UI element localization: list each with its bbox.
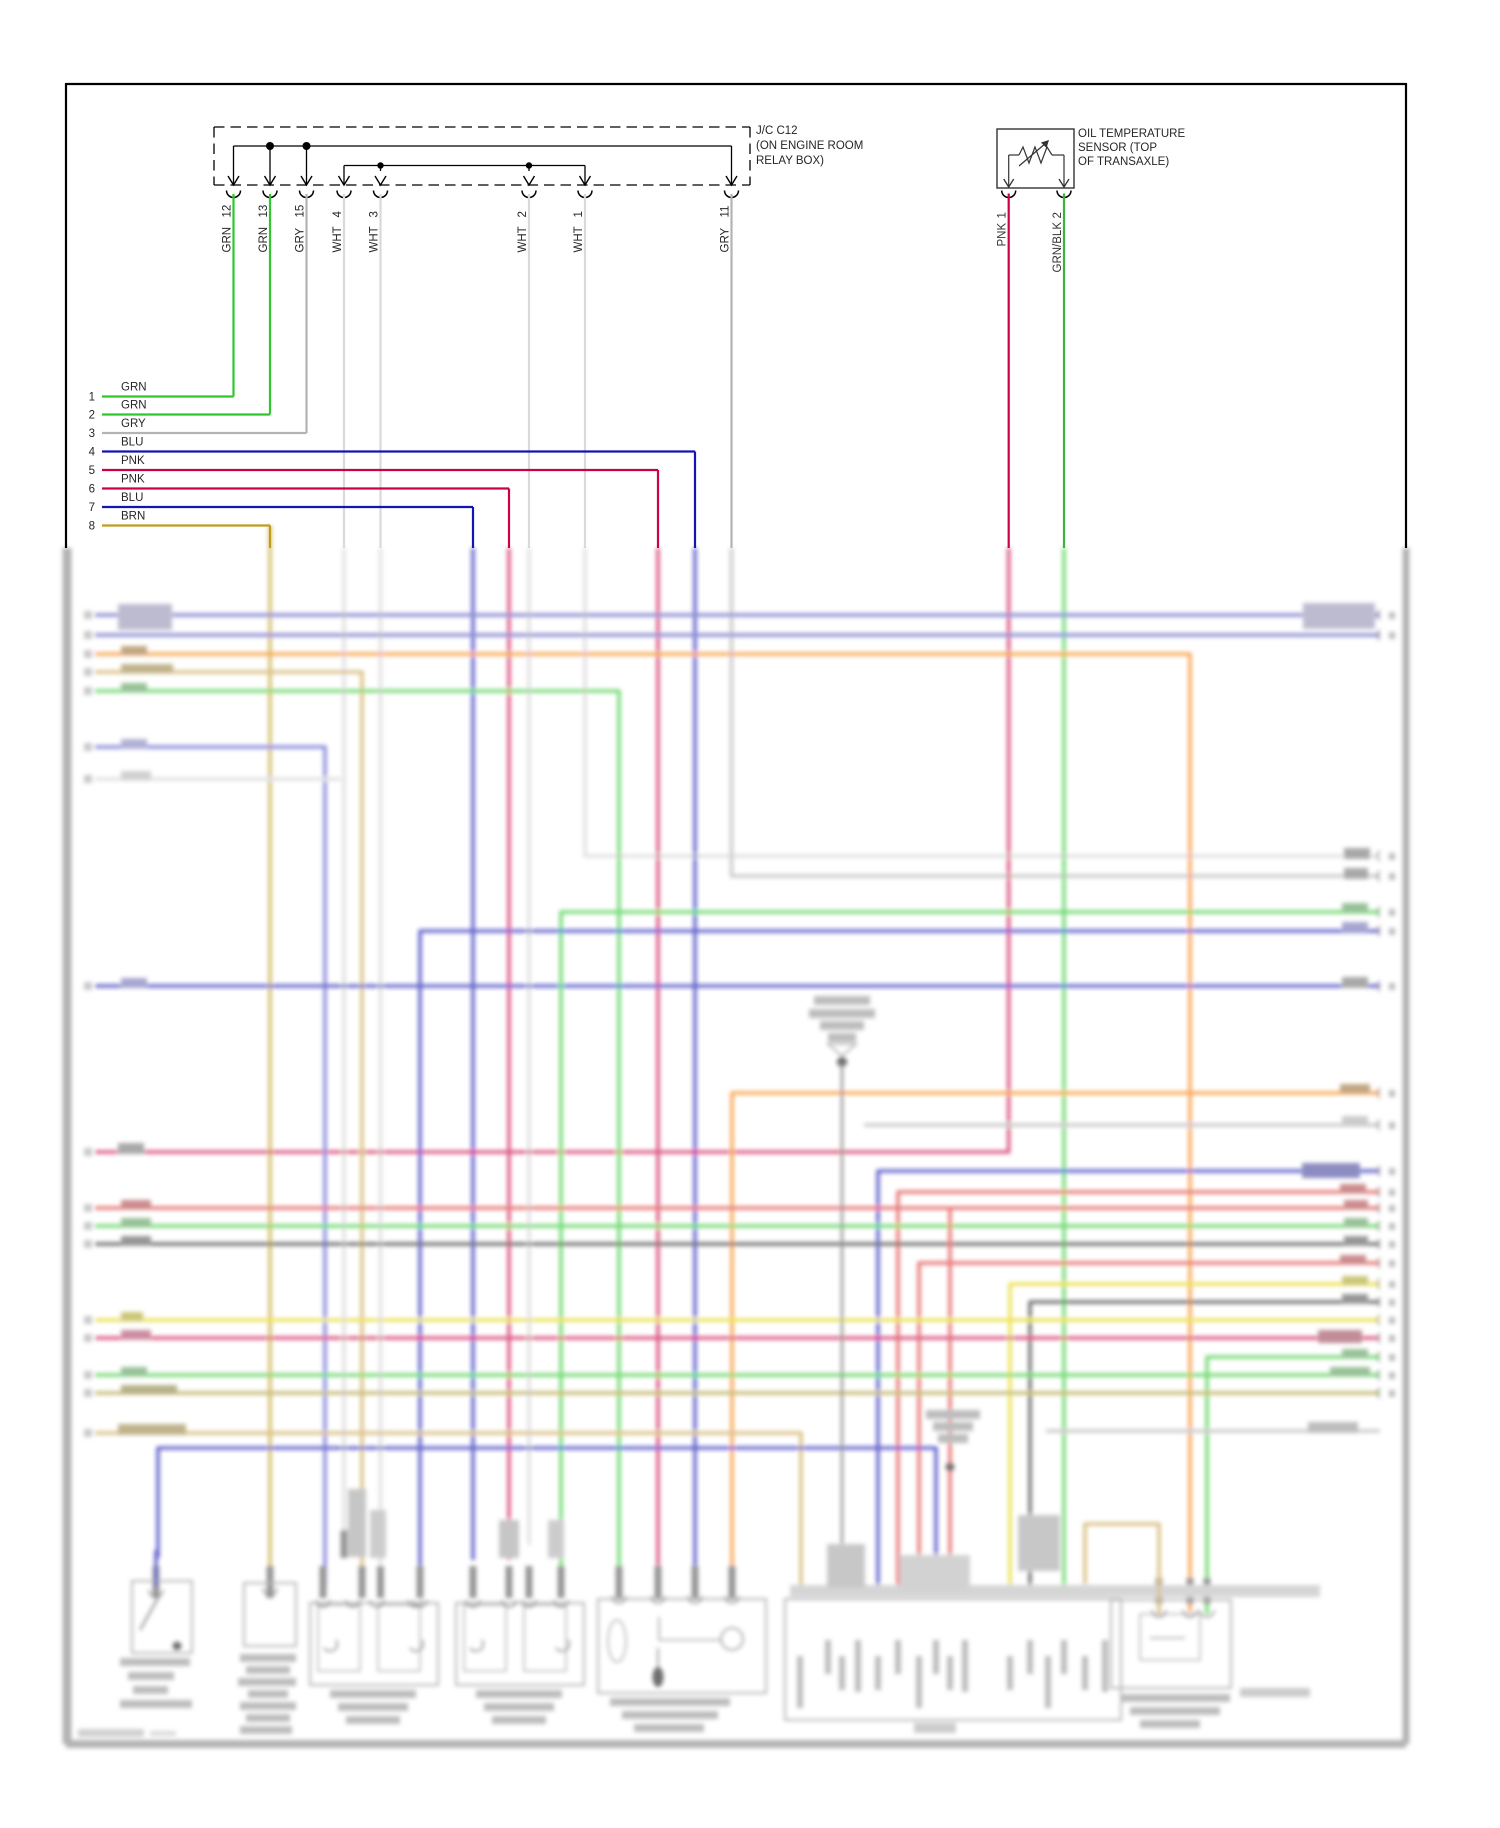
svg-text:WHT: WHT xyxy=(332,226,344,252)
svg-text:8: 8 xyxy=(89,521,95,533)
svg-text:SENSOR (TOP: SENSOR (TOP xyxy=(1078,142,1157,154)
svg-text:1: 1 xyxy=(573,211,585,217)
svg-text:2: 2 xyxy=(517,211,529,217)
svg-text:4: 4 xyxy=(332,211,344,218)
svg-text:PNK: PNK xyxy=(121,474,145,486)
svg-text:BLU: BLU xyxy=(121,492,143,504)
svg-text:GRY: GRY xyxy=(295,227,307,252)
svg-text:11: 11 xyxy=(720,206,732,218)
svg-text:RELAY BOX): RELAY BOX) xyxy=(756,155,824,167)
svg-text:GRN: GRN xyxy=(258,227,270,253)
svg-text:6: 6 xyxy=(89,484,95,496)
svg-text:BLU: BLU xyxy=(121,437,143,449)
svg-text:3: 3 xyxy=(369,211,381,217)
svg-text:2: 2 xyxy=(89,410,95,422)
svg-text:GRN: GRN xyxy=(222,227,234,253)
svg-text:J/C C12: J/C C12 xyxy=(756,125,798,137)
svg-text:4: 4 xyxy=(89,447,96,459)
svg-text:1: 1 xyxy=(89,392,95,404)
svg-text:BRN: BRN xyxy=(121,511,145,523)
svg-text:3: 3 xyxy=(89,428,95,440)
svg-text:15: 15 xyxy=(295,205,307,218)
svg-text:GRY: GRY xyxy=(720,227,732,252)
svg-text:GRN: GRN xyxy=(121,382,147,394)
svg-text:GRN/BLK: GRN/BLK xyxy=(1052,222,1064,273)
svg-text:OF TRANSAXLE): OF TRANSAXLE) xyxy=(1078,156,1169,168)
svg-text:12: 12 xyxy=(222,205,234,218)
svg-text:WHT: WHT xyxy=(517,226,529,252)
svg-text:1: 1 xyxy=(997,212,1009,218)
svg-text:5: 5 xyxy=(89,465,95,477)
svg-text:PNK: PNK xyxy=(121,455,145,467)
svg-text:2: 2 xyxy=(1052,212,1064,218)
svg-text:WHT: WHT xyxy=(369,226,381,252)
svg-text:7: 7 xyxy=(89,502,95,514)
svg-text:WHT: WHT xyxy=(573,226,585,252)
svg-text:OIL TEMPERATURE: OIL TEMPERATURE xyxy=(1078,128,1185,140)
svg-text:GRY: GRY xyxy=(121,418,146,430)
svg-text:PNK: PNK xyxy=(997,223,1009,247)
svg-text:13: 13 xyxy=(258,205,270,218)
svg-text:(ON ENGINE ROOM: (ON ENGINE ROOM xyxy=(756,140,863,152)
svg-text:GRN: GRN xyxy=(121,400,147,412)
